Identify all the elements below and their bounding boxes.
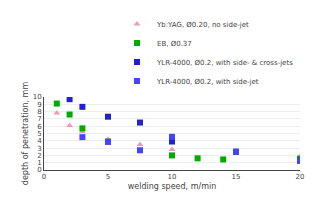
svg-text:20: 20 (296, 173, 305, 181)
svg-text:5: 5 (106, 173, 110, 181)
svg-text:0: 0 (37, 166, 41, 174)
svg-text:1: 1 (37, 159, 41, 167)
svg-text:YLR-4000, Ø0.2, with side- & c: YLR-4000, Ø0.2, with side- & cross-jets (156, 59, 293, 67)
svg-text:10: 10 (33, 93, 42, 101)
svg-text:depth of penetration, mm: depth of penetration, mm (21, 82, 30, 186)
svg-text:2: 2 (37, 152, 41, 160)
svg-text:3: 3 (37, 145, 41, 153)
svg-text:6: 6 (37, 123, 42, 131)
svg-text:8: 8 (37, 108, 41, 116)
svg-text:Yb:YAG, Ø0.20, no side-jet: Yb:YAG, Ø0.20, no side-jet (156, 21, 249, 29)
svg-text:EB, Ø0.37: EB, Ø0.37 (157, 40, 192, 48)
svg-text:10: 10 (168, 173, 177, 181)
svg-text:5: 5 (37, 130, 41, 138)
svg-text:YLR-4000, Ø0.2, with side-jet: YLR-4000, Ø0.2, with side-jet (156, 78, 259, 86)
svg-text:4: 4 (37, 137, 42, 145)
svg-text:0: 0 (42, 173, 46, 181)
svg-text:7: 7 (37, 115, 41, 123)
svg-text:9: 9 (37, 101, 41, 109)
svg-text:15: 15 (232, 173, 241, 181)
svg-text:welding speed, m/min: welding speed, m/min (128, 182, 217, 191)
